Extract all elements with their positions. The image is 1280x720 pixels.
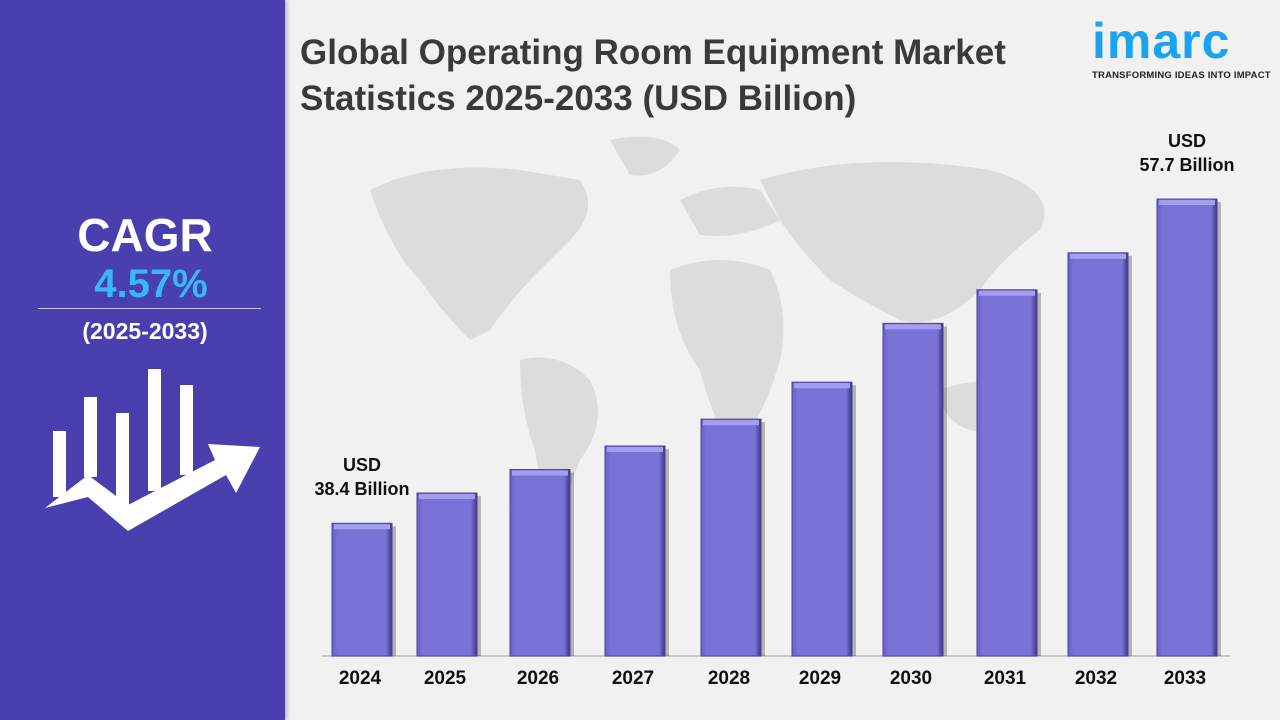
- bar-bevel: [419, 494, 475, 500]
- x-tick-label: 2027: [612, 668, 654, 689]
- x-tick-label: 2032: [1075, 668, 1117, 689]
- x-tick-label: 2029: [799, 668, 841, 689]
- bar-2028: [700, 418, 762, 657]
- chart-title: Global Operating Room Equipment Market S…: [300, 33, 1006, 118]
- x-tick-label: 2031: [984, 668, 1027, 689]
- x-tick-label: 2028: [708, 668, 750, 689]
- cagr-panel: CAGR 4.57% (2025-2033): [0, 0, 285, 720]
- bar-2025: [416, 492, 478, 657]
- bar-bevel: [794, 383, 850, 389]
- x-tick-label: 2030: [890, 668, 932, 689]
- bar-2026: [509, 469, 571, 657]
- bar-2033: [1156, 198, 1218, 657]
- x-tick-label: 2026: [517, 668, 559, 689]
- bar-bevel: [1159, 200, 1215, 206]
- data-label-2024: USD 38.4 Billion: [292, 453, 432, 501]
- bar-2032: [1067, 252, 1129, 657]
- x-tick-label: 2025: [424, 668, 467, 689]
- data-label-unit: USD: [342, 455, 381, 476]
- bar-bevel: [334, 524, 390, 530]
- data-label-2033: USD 57.7 Billion: [1117, 129, 1257, 177]
- data-label-unit: USD: [1167, 131, 1206, 152]
- bar-bevel: [885, 324, 941, 330]
- data-label-value: 57.7 Billion: [1139, 155, 1235, 176]
- cagr-value: 4.57%: [94, 262, 208, 306]
- x-tick-label: 2033: [1164, 668, 1206, 689]
- divider: [38, 308, 261, 309]
- bar-bevel: [607, 447, 663, 452]
- bar-2030: [882, 322, 944, 657]
- bar-bevel: [1070, 253, 1126, 259]
- bar-bevel: [979, 290, 1035, 296]
- logo-wordmark: imarc: [1092, 13, 1231, 69]
- logo-tagline: TRANSFORMING IDEAS INTO IMPACT: [1092, 70, 1271, 81]
- bar-bevel: [512, 470, 568, 476]
- x-tick-label: 2024: [339, 668, 382, 689]
- bar-2027: [604, 445, 666, 657]
- bar-chart-growth-arrow-icon: [45, 369, 260, 531]
- data-label-value: 38.4 Billion: [314, 479, 410, 500]
- bar-2031: [976, 289, 1038, 657]
- cagr-period: (2025-2033): [82, 318, 208, 344]
- imarc-logo: imarc TRANSFORMING IDEAS INTO IMPACT: [1092, 10, 1272, 81]
- bar-2024: [331, 522, 393, 657]
- bar-2029: [791, 381, 853, 657]
- cagr-label: CAGR: [77, 209, 213, 261]
- bar-bevel: [703, 420, 759, 426]
